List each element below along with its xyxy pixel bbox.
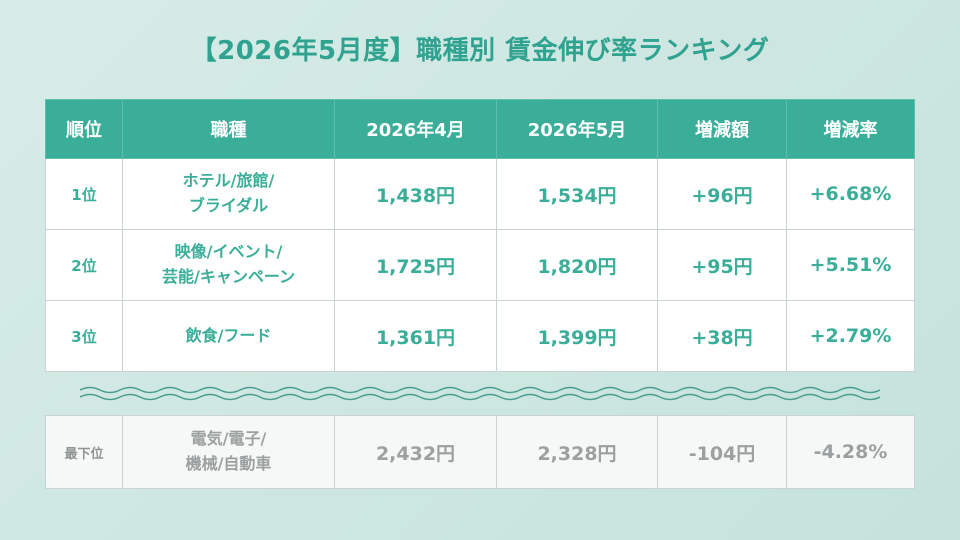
table-row: 1位 ホテル/旅館/ ブライダル 1,438円 1,534円 +96円 +6.6… [45, 158, 915, 230]
table-row: 2位 映像/イベント/ 芸能/キャンペーン 1,725円 1,820円 +95円… [45, 229, 915, 301]
table-row: 3位 飲食/フード 1,361円 1,399円 +38円 +2.79% [45, 300, 915, 372]
table-header-row: 順位 職種 2026年4月 2026年5月 増減額 増減率 [45, 99, 915, 159]
rate-cell: +5.51% [786, 229, 915, 301]
job-cell: 飲食/フード [122, 300, 335, 372]
header-april: 2026年4月 [334, 99, 497, 159]
job-line: 電気/電子/ [190, 429, 267, 449]
job-cell: 映像/イベント/ 芸能/キャンペーン [122, 229, 335, 301]
ranking-table: 順位 職種 2026年4月 2026年5月 増減額 増減率 1位 ホテル/旅館/… [45, 99, 915, 372]
page-title: 【2026年5月度】職種別 賃金伸び率ランキング [190, 36, 770, 66]
may-wage-cell: 1,820円 [496, 229, 658, 301]
diff-cell: +95円 [657, 229, 787, 301]
job-line: 芸能/キャンペーン [161, 267, 296, 286]
header-rank: 順位 [45, 99, 123, 159]
diff-cell: -104円 [657, 415, 787, 489]
rank-cell: 3位 [45, 300, 123, 372]
rate-cell: +2.79% [786, 300, 915, 372]
header-diff: 増減額 [657, 99, 787, 159]
header-may: 2026年5月 [496, 99, 658, 159]
job-cell: ホテル/旅館/ ブライダル [122, 158, 335, 230]
may-wage-cell: 1,534円 [496, 158, 658, 230]
april-wage-cell: 1,725円 [334, 229, 497, 301]
april-wage-cell: 1,438円 [334, 158, 497, 230]
rate-cell: -4.28% [786, 415, 915, 489]
header-rate: 増減率 [786, 99, 915, 159]
table-row: 最下位 電気/電子/ 機械/自動車 2,432円 2,328円 -104円 -4… [45, 415, 915, 489]
omission-wave-divider [80, 386, 880, 401]
rate-cell: +6.68% [786, 158, 915, 230]
lowest-rank-table: 最下位 電気/電子/ 機械/自動車 2,432円 2,328円 -104円 -4… [45, 415, 915, 489]
rank-cell: 最下位 [45, 415, 123, 489]
rank-cell: 1位 [45, 158, 123, 230]
job-line: 機械/自動車 [185, 454, 272, 473]
rank-cell: 2位 [45, 229, 123, 301]
job-line: ホテル/旅館/ [182, 171, 275, 191]
job-cell: 電気/電子/ 機械/自動車 [122, 415, 335, 489]
job-line: 飲食/フード [185, 325, 272, 345]
diff-cell: +38円 [657, 300, 787, 372]
may-wage-cell: 2,328円 [496, 415, 658, 489]
diff-cell: +96円 [657, 158, 787, 230]
may-wage-cell: 1,399円 [496, 300, 658, 372]
april-wage-cell: 2,432円 [334, 415, 497, 489]
header-job: 職種 [122, 99, 335, 159]
job-line: 映像/イベント/ [174, 242, 283, 262]
april-wage-cell: 1,361円 [334, 300, 497, 372]
job-line: ブライダル [188, 196, 269, 215]
